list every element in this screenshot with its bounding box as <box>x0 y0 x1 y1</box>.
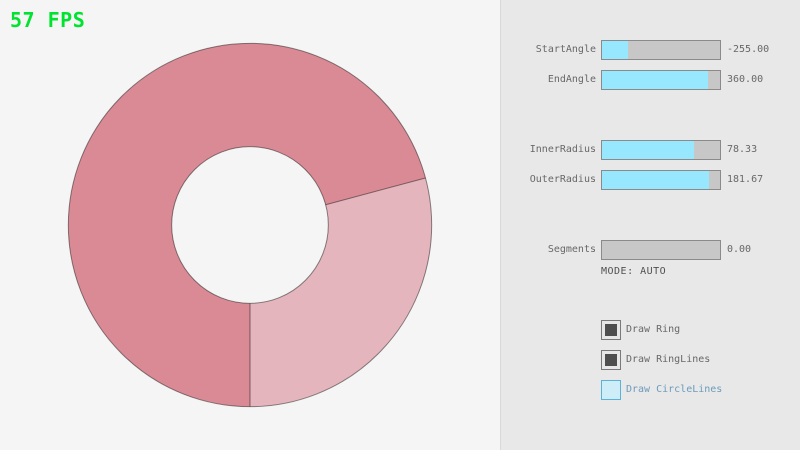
innerradius-row: InnerRadius 78.33 <box>501 140 800 160</box>
endangle-row: EndAngle 360.00 <box>501 70 800 90</box>
slider-fill <box>602 71 709 89</box>
draw-ringlines-label: Draw RingLines <box>626 354 711 365</box>
endangle-value: 360.00 <box>727 74 764 85</box>
startangle-value: -255.00 <box>727 44 770 55</box>
outerradius-row: OuterRadius 181.67 <box>501 170 800 190</box>
startangle-label: StartAngle <box>535 44 596 55</box>
outerradius-value: 181.67 <box>727 174 764 185</box>
draw-ringlines-checkbox[interactable] <box>601 350 621 370</box>
segments-slider[interactable] <box>601 240 721 260</box>
draw-ring-row: Draw Ring <box>501 320 800 340</box>
ring-outline <box>171 146 329 304</box>
endangle-label: EndAngle <box>547 74 596 85</box>
slider-fill <box>602 171 710 189</box>
draw-ring-checkbox[interactable] <box>601 320 621 340</box>
ring-outline <box>67 42 433 408</box>
segments-label: Segments <box>547 244 596 255</box>
ring-sector <box>68 43 426 407</box>
mode-indicator: MODE: AUTO <box>601 266 667 277</box>
draw-circlelines-checkbox[interactable] <box>601 380 621 400</box>
innerradius-value: 78.33 <box>727 144 758 155</box>
segments-row: Segments 0.00 <box>501 240 800 260</box>
slider-fill <box>602 41 628 59</box>
ring-cap-line <box>325 177 426 206</box>
draw-circlelines-label: Draw CircleLines <box>626 384 723 395</box>
startangle-slider[interactable] <box>601 40 721 60</box>
startangle-row: StartAngle -255.00 <box>501 40 800 60</box>
endangle-slider[interactable] <box>601 70 721 90</box>
slider-fill <box>602 141 695 159</box>
outerradius-label: OuterRadius <box>529 174 596 185</box>
draw-ringlines-row: Draw RingLines <box>501 350 800 370</box>
innerradius-label: InnerRadius <box>529 144 596 155</box>
ring-sector <box>250 177 432 407</box>
fps-counter: 57 FPS <box>10 8 86 32</box>
draw-circlelines-row: Draw CircleLines <box>501 380 800 400</box>
outerradius-slider[interactable] <box>601 170 721 190</box>
control-panel: StartAngle -255.00 EndAngle 360.00 Inner… <box>500 0 800 450</box>
draw-ring-label: Draw Ring <box>626 324 681 335</box>
innerradius-slider[interactable] <box>601 140 721 160</box>
segments-value: 0.00 <box>727 244 752 255</box>
